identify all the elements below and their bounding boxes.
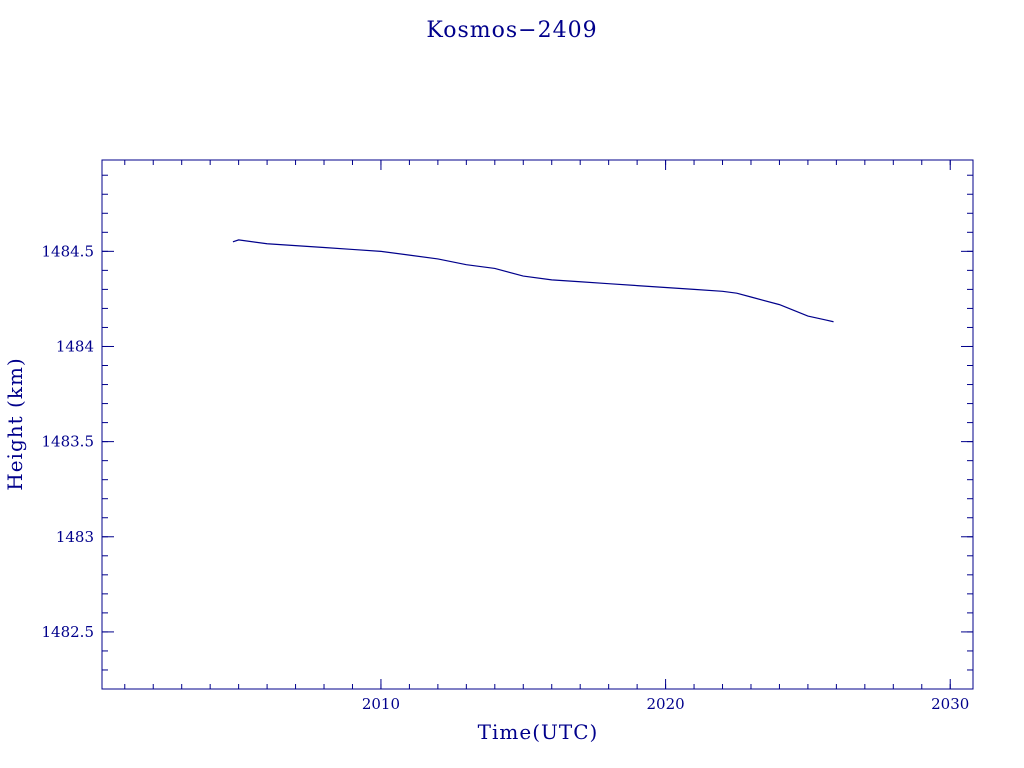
chart-title: Kosmos−2409 — [426, 18, 597, 43]
x-axis-title: Time(UTC) — [478, 720, 599, 744]
x-tick-label: 2030 — [931, 695, 969, 713]
axis-tick-labels: 2010 2020 2030 1482.5 1483 1483.5 1484 1484.5 — [42, 242, 970, 713]
y-tick-label: 1484 — [56, 337, 94, 355]
y-tick-label: 1482.5 — [42, 623, 95, 641]
y-axis-title: Height (km) — [3, 357, 27, 490]
x-tick-label: 2020 — [646, 695, 684, 713]
plot-frame — [101, 159, 974, 690]
x-tick-label: 2010 — [362, 695, 400, 713]
series-line — [232, 239, 834, 323]
y-tick-label: 1483 — [56, 528, 94, 546]
y-tick-label: 1483.5 — [42, 433, 95, 451]
axis-ticks — [102, 160, 973, 690]
y-tick-label: 1484.5 — [42, 242, 95, 260]
